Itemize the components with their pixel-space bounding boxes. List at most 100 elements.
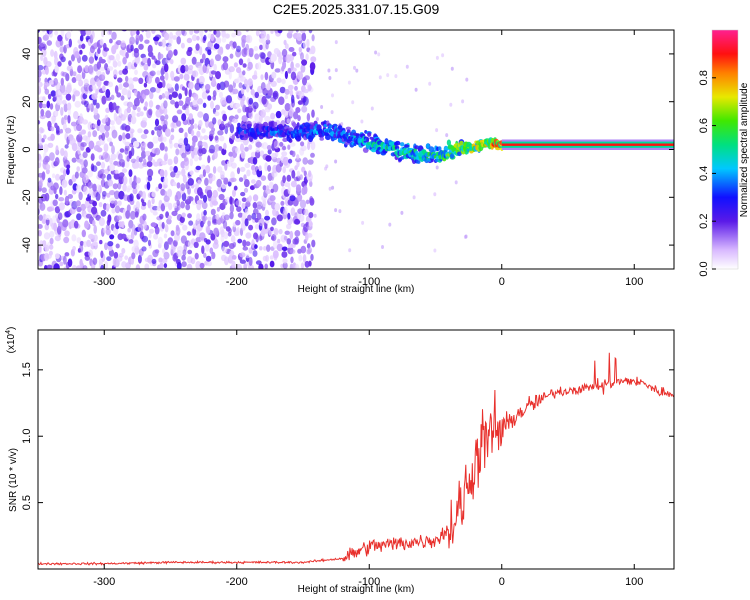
spectrogram-cell xyxy=(296,154,300,160)
spectrogram-cell xyxy=(105,224,110,230)
spectrogram-cell xyxy=(109,141,113,147)
spectrogram-cell xyxy=(253,208,259,215)
x-tick-label: -200 xyxy=(226,576,248,588)
spectrogram-cell xyxy=(53,50,58,60)
spectrogram-cell xyxy=(38,30,41,33)
spectrogram-cell xyxy=(44,265,48,269)
spectrogram-cell xyxy=(141,150,146,159)
spectrogram-cell xyxy=(313,213,317,218)
spectrogram-cell xyxy=(271,234,277,242)
spectrogram-cell xyxy=(239,252,246,258)
spectrogram-cell xyxy=(135,33,140,42)
spectrogram-cell xyxy=(201,215,208,222)
spectrogram-cell xyxy=(62,122,67,131)
spectrogram-cell xyxy=(93,107,98,116)
spectrogram-cell xyxy=(215,30,221,38)
spectrogram-cell xyxy=(164,128,171,137)
spectrogram-cell xyxy=(49,152,55,161)
spectrogram-cell xyxy=(256,204,263,210)
spectrogram-cell xyxy=(256,62,262,70)
snr-y-scale-base: (x10 xyxy=(6,333,17,353)
spectrogram-cell xyxy=(303,41,307,49)
spectrogram-cell xyxy=(188,220,194,226)
spectrogram-cell xyxy=(79,240,84,246)
spectrogram-cell xyxy=(154,126,159,131)
spectrogram-cell xyxy=(248,97,254,105)
spectrogram-ridge-cell xyxy=(400,142,405,147)
spectrogram-cell xyxy=(180,42,185,49)
spectrogram-cell xyxy=(108,101,114,111)
spectrogram-cell xyxy=(124,255,129,260)
spectrogram-cell xyxy=(217,166,223,173)
spectrogram-cell xyxy=(258,217,265,227)
spectrogram-cell xyxy=(129,128,135,134)
spectrogram-cell xyxy=(296,33,303,41)
spectrogram-cell xyxy=(120,95,125,101)
spectrogram-cell xyxy=(148,233,152,239)
spectrogram-cell xyxy=(222,220,228,229)
spectrogram-cell xyxy=(207,216,212,221)
spectrogram-cell xyxy=(43,143,49,153)
spectrogram-cell xyxy=(164,224,169,233)
spectrogram-cell xyxy=(155,186,159,192)
spectrogram-cell xyxy=(252,194,259,202)
spectrogram-cell xyxy=(222,56,229,63)
spectrogram-cell xyxy=(151,191,156,198)
spectrogram-cell xyxy=(202,169,206,177)
spectrogram-cell xyxy=(276,243,283,252)
spectrogram-cell xyxy=(279,141,284,147)
spectrogram-cell xyxy=(207,220,211,227)
spectrogram-cell xyxy=(152,136,159,144)
spectrogram-cell xyxy=(163,32,170,41)
spectrogram-cell xyxy=(225,95,233,104)
spectrogram-cell xyxy=(235,263,243,269)
spectrogram-cell xyxy=(227,181,232,187)
spectrogram-cell xyxy=(43,232,51,240)
spectrogram-cell xyxy=(109,38,113,44)
spectrogram-cell xyxy=(197,98,204,105)
spectrogram-cell xyxy=(88,249,93,258)
spectrogram-cell xyxy=(188,113,193,120)
spectrogram-cell xyxy=(118,172,125,178)
spectrogram-cell xyxy=(63,114,68,121)
spectrogram-cell xyxy=(96,147,103,153)
spectrogram-cell xyxy=(308,30,313,34)
spectrogram-cell xyxy=(173,202,178,209)
spectrogram-cell xyxy=(243,263,248,269)
spectrogram-cell xyxy=(85,147,91,153)
spectrogram-cell xyxy=(112,58,117,67)
spectrogram-ridge-cell xyxy=(437,146,442,151)
spectrogram-cell xyxy=(185,143,191,152)
spectrogram-cell xyxy=(81,229,87,238)
spectrogram-cell xyxy=(107,241,114,247)
spectrogram-cell xyxy=(205,242,210,252)
spectrogram-cell xyxy=(259,246,263,251)
spectrogram-cell xyxy=(161,221,165,230)
spectrogram-cell xyxy=(248,264,254,269)
spectrogram-cell xyxy=(210,70,217,75)
spectrogram-cell xyxy=(105,88,111,98)
spectrogram-cell xyxy=(121,247,126,254)
spectrogram-cell xyxy=(171,91,178,98)
spectrogram-cell xyxy=(163,195,170,202)
spectrogram-cell xyxy=(110,94,115,101)
spectrogram-cell xyxy=(207,155,211,164)
spectrogram-cell xyxy=(163,241,169,251)
spectrogram-cell xyxy=(192,99,199,108)
spectrogram-cell xyxy=(261,95,267,105)
spectrogram-cell xyxy=(47,142,54,148)
spectrogram-cell xyxy=(294,85,298,91)
spectrogram-cell xyxy=(218,193,225,201)
spectrogram-cell xyxy=(235,219,241,226)
spectrogram-cell xyxy=(276,214,283,222)
spectrogram-cell xyxy=(206,189,213,199)
spectrogram-cell xyxy=(287,144,291,150)
spectrogram-cell xyxy=(141,235,149,243)
spectrogram-cell xyxy=(66,82,72,91)
spectrogram-cell xyxy=(157,236,163,246)
spectrogram-cell xyxy=(252,250,258,257)
spectrogram-cell xyxy=(290,256,294,264)
spectrogram-cell xyxy=(301,59,308,66)
spectrogram-cell xyxy=(152,211,158,216)
spectrogram-cell xyxy=(99,59,106,64)
